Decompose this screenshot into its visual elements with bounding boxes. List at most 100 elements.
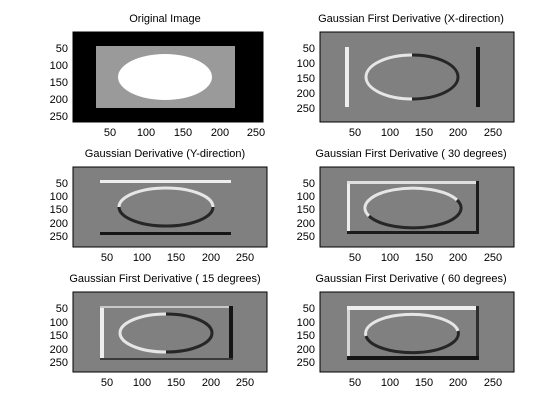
panel-derivative-60: Gaussian First Derivative ( 60 degrees) … bbox=[297, 273, 515, 389]
x-tick-label: 50 bbox=[349, 377, 361, 389]
edge-top-bright bbox=[100, 306, 231, 308]
x-tick-label: 150 bbox=[167, 377, 185, 389]
y-tick-label: 100 bbox=[50, 60, 68, 72]
x-tick-label: 100 bbox=[381, 252, 399, 264]
y-tick-labels: 50 100 150 200 250 bbox=[297, 303, 315, 369]
y-tick-label: 250 bbox=[50, 231, 68, 243]
axes-frame bbox=[72, 291, 268, 373]
ellipse-edge-bottom bbox=[117, 206, 215, 228]
y-tick-label: 200 bbox=[297, 344, 315, 356]
panel-derivative-15: Gaussian First Derivative ( 15 degrees) … bbox=[50, 273, 268, 389]
y-tick-label: 100 bbox=[297, 58, 315, 70]
y-tick-label: 250 bbox=[50, 111, 68, 123]
x-tick-label: 150 bbox=[167, 252, 185, 264]
panel-title: Gaussian First Derivative ( 60 degrees) bbox=[315, 273, 506, 285]
edge-left-bright bbox=[347, 306, 350, 358]
x-tick-label: 200 bbox=[202, 252, 220, 264]
x-tick-label: 150 bbox=[415, 252, 433, 264]
y-tick-labels: 50 100 150 200 250 bbox=[50, 43, 68, 123]
x-tick-label: 250 bbox=[484, 252, 502, 264]
edge-bottom-dark bbox=[347, 231, 479, 234]
edge-bottom-dark bbox=[347, 356, 479, 360]
y-tick-labels: 50 100 150 200 250 bbox=[297, 43, 315, 115]
y-tick-label: 100 bbox=[50, 191, 68, 203]
y-tick-label: 100 bbox=[297, 191, 315, 203]
axes-frame bbox=[72, 166, 268, 248]
x-tick-labels: 50 100 150 200 250 bbox=[104, 127, 265, 139]
x-tick-label: 200 bbox=[211, 127, 229, 139]
y-tick-label: 150 bbox=[297, 73, 315, 85]
edge-right-dark bbox=[476, 306, 479, 358]
x-tick-labels: 50 100 150 200 250 bbox=[349, 252, 502, 264]
x-tick-label: 50 bbox=[101, 377, 113, 389]
x-tick-label: 250 bbox=[236, 377, 254, 389]
y-tick-label: 200 bbox=[50, 94, 68, 106]
x-tick-label: 100 bbox=[381, 377, 399, 389]
axes-frame bbox=[319, 31, 515, 123]
ellipse-edge-bright bbox=[364, 312, 460, 337]
y-tick-label: 250 bbox=[297, 357, 315, 369]
x-tick-label: 150 bbox=[415, 127, 433, 139]
panel-title: Original Image bbox=[129, 13, 201, 25]
edge-top-bright bbox=[347, 181, 478, 184]
y-tick-labels: 50 100 150 200 250 bbox=[50, 303, 68, 369]
x-tick-label: 250 bbox=[247, 127, 265, 139]
x-tick-label: 100 bbox=[133, 377, 151, 389]
axes-frame bbox=[319, 291, 515, 373]
edge-right-dark bbox=[229, 306, 233, 360]
x-tick-label: 50 bbox=[349, 252, 361, 264]
y-tick-label: 250 bbox=[297, 103, 315, 115]
y-tick-label: 150 bbox=[297, 330, 315, 342]
edge-top-bright bbox=[100, 180, 231, 183]
ellipse-edge-right bbox=[165, 312, 214, 354]
panel-title: Gaussian First Derivative (X-direction) bbox=[318, 13, 504, 25]
x-tick-label: 200 bbox=[202, 377, 220, 389]
x-tick-label: 250 bbox=[484, 127, 502, 139]
y-tick-label: 200 bbox=[50, 218, 68, 230]
x-tick-label: 150 bbox=[415, 377, 433, 389]
panel-title: Gaussian Derivative (Y-direction) bbox=[85, 148, 245, 160]
x-tick-label: 250 bbox=[484, 377, 502, 389]
panel-title: Gaussian First Derivative ( 30 degrees) bbox=[315, 148, 506, 160]
edge-left-bright bbox=[347, 181, 350, 233]
edge-left-bright bbox=[345, 47, 349, 107]
y-tick-label: 200 bbox=[297, 218, 315, 230]
x-tick-labels: 50 100 150 200 250 bbox=[101, 377, 254, 389]
axes-frame bbox=[319, 166, 515, 248]
x-tick-labels: 50 100 150 200 250 bbox=[349, 377, 502, 389]
y-tick-label: 250 bbox=[50, 357, 68, 369]
ellipse-edge-left bbox=[364, 53, 413, 101]
panel-derivative-x: Gaussian First Derivative (X-direction) … bbox=[297, 13, 515, 139]
x-tick-labels: 50 100 150 200 250 bbox=[101, 252, 254, 264]
y-tick-labels: 50 100 150 200 250 bbox=[297, 178, 315, 243]
edge-left-bright bbox=[100, 306, 104, 360]
x-tick-label: 50 bbox=[349, 127, 361, 139]
edge-right-dark bbox=[476, 47, 480, 107]
edge-bottom-dark bbox=[100, 358, 233, 360]
y-tick-label: 100 bbox=[50, 317, 68, 329]
y-tick-label: 50 bbox=[56, 303, 68, 315]
y-tick-label: 50 bbox=[303, 43, 315, 55]
y-tick-label: 250 bbox=[297, 231, 315, 243]
edge-bottom-dark bbox=[100, 232, 231, 235]
ellipse-edge-dark bbox=[367, 198, 463, 230]
x-tick-label: 200 bbox=[449, 377, 467, 389]
image-gray-background bbox=[320, 32, 514, 122]
x-tick-label: 200 bbox=[449, 127, 467, 139]
y-tick-label: 200 bbox=[50, 344, 68, 356]
x-tick-label: 150 bbox=[174, 127, 192, 139]
y-tick-label: 150 bbox=[297, 204, 315, 216]
edge-right-dark bbox=[476, 181, 479, 233]
x-tick-label: 100 bbox=[137, 127, 155, 139]
ellipse-edge-right bbox=[411, 53, 460, 101]
ellipse-edge-bright bbox=[363, 186, 459, 218]
x-tick-labels: 50 100 150 200 250 bbox=[349, 127, 502, 139]
x-tick-label: 250 bbox=[236, 252, 254, 264]
panel-derivative-y: Gaussian Derivative (Y-direction) 50 100… bbox=[50, 148, 268, 264]
ellipse-edge-dark bbox=[364, 330, 460, 355]
y-tick-label: 50 bbox=[56, 178, 68, 190]
panel-title: Gaussian First Derivative ( 15 degrees) bbox=[69, 273, 260, 285]
y-tick-label: 50 bbox=[56, 43, 68, 55]
edge-top-bright bbox=[347, 306, 478, 310]
